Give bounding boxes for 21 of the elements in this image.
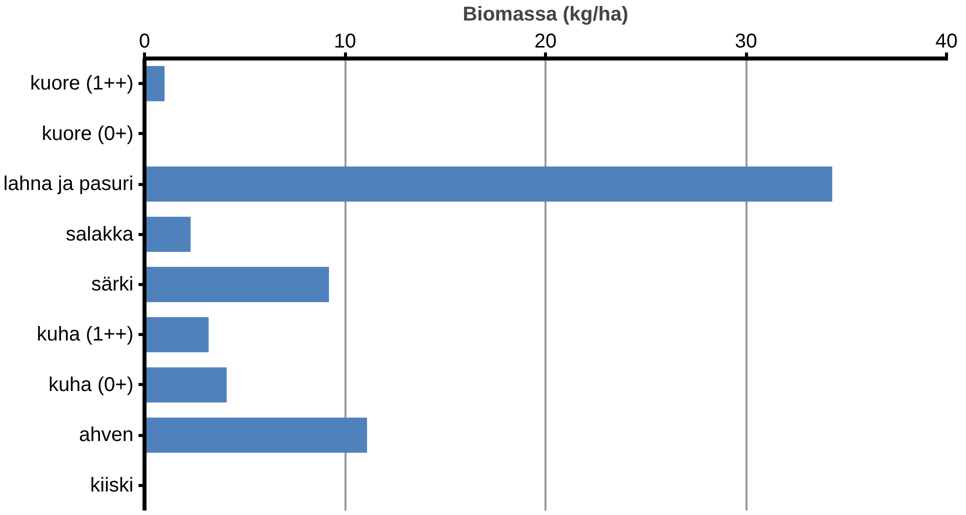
y-tick-label: kuore (1++) [30,72,134,95]
bar [144,367,227,403]
bar [144,216,191,252]
y-tick-label: salakka [66,223,134,246]
x-axis-title: Biomassa (kg/ha) [462,4,628,26]
y-tick-label: kuha (1++) [36,324,134,346]
x-tick-label: 0 [138,30,150,52]
x-tick-label: 40 [935,30,958,52]
y-tick-label: särki [91,274,134,296]
y-tick-label: kuore (0+) [42,122,134,145]
bar [144,418,368,453]
bar [144,266,329,302]
y-tick-label: kiiski [90,474,134,496]
y-tick-label: ahven [79,424,134,446]
x-tick-label: 20 [534,30,557,52]
x-tick-label: 10 [334,30,356,52]
bar [144,166,832,202]
y-tick-label: lahna ja pasuri [3,173,134,196]
bar [144,317,209,352]
y-tick-label: kuha (0+) [48,374,134,396]
x-tick-label: 30 [734,30,758,52]
